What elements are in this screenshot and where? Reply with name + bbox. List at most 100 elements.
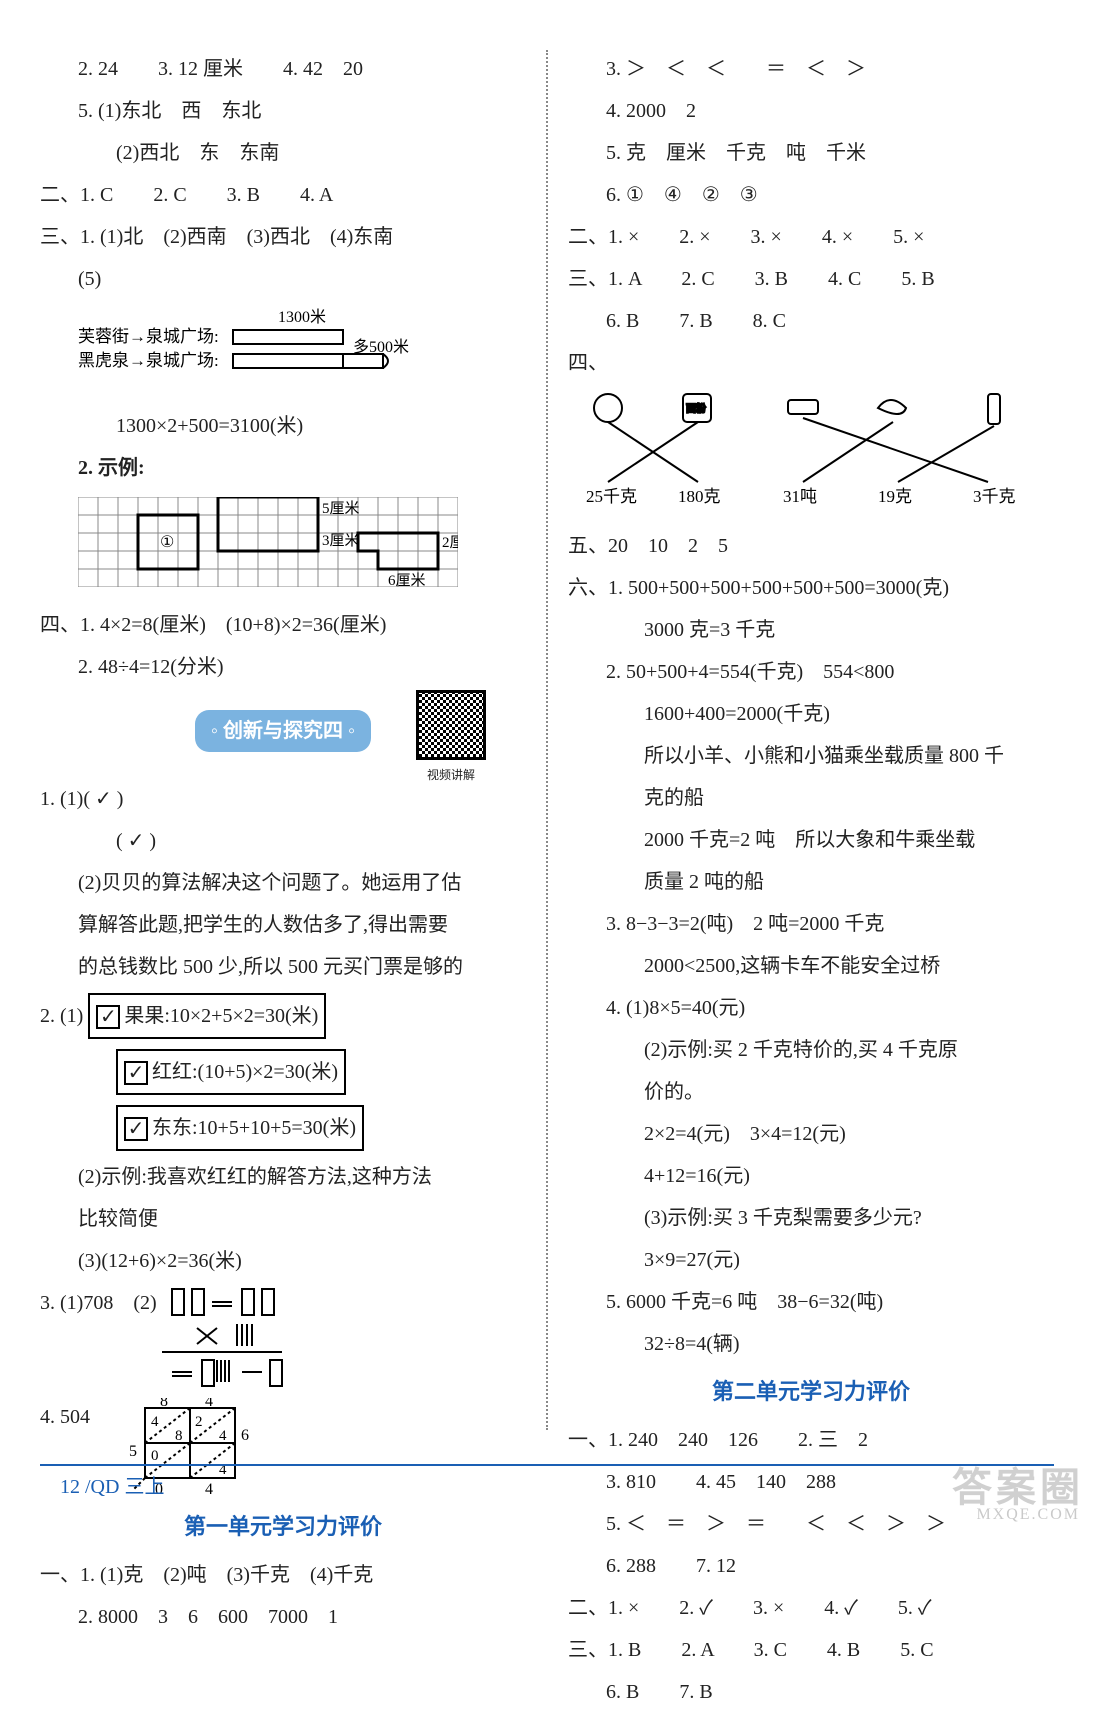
text: 6. B 7. B (568, 1673, 1054, 1711)
text: 四、1. 4×2=8(厘米) (10+8)×2=36(厘米) (40, 606, 526, 644)
svg-text:4: 4 (205, 1398, 213, 1410)
text: 克的船 (568, 779, 1054, 817)
text: 2. 8000 3 6 600 7000 1 (40, 1598, 526, 1636)
text: 3. (1)708 (2) (40, 1284, 526, 1394)
matching-diagram: 面粉 25千克 180克 31吨 19克 3千克 (578, 390, 1048, 510)
svg-text:8: 8 (175, 1428, 183, 1444)
text: 3. 8−3−3=2(吨) 2 吨=2000 千克 (568, 905, 1054, 943)
footer-rule (40, 1464, 1054, 1466)
text: 2. (1) ✓果果:10×2+5×2=30(米) (40, 990, 526, 1042)
text: 四、 (568, 344, 1054, 382)
text: 算解答此题,把学生的人数估多了,得出需要 (40, 906, 526, 944)
text: 所以小羊、小熊和小猫乘坐载质量 800 千 (568, 737, 1054, 775)
text: 的总钱数比 500 少,所以 500 元买门票是够的 (40, 948, 526, 986)
text: 2000 千克=2 吨 所以大象和牛乘坐载 (568, 821, 1054, 859)
text: (5) (40, 260, 526, 298)
section-heading: 第一单元学习力评价 (40, 1506, 526, 1548)
svg-text:25千克: 25千克 (586, 487, 637, 506)
checkmark-icon: ✓ (96, 1005, 120, 1029)
text: 三、1. B 2. A 3. C 4. B 5. C (568, 1631, 1054, 1669)
svg-text:面粉: 面粉 (686, 402, 706, 415)
label: (5) (78, 268, 101, 290)
text: 六、1. 500+500+500+500+500+500=3000(克) (568, 569, 1054, 607)
boxed-answer: 东东:10+5+10+5=30(米) (152, 1117, 356, 1139)
svg-text:5: 5 (129, 1443, 137, 1460)
text: 价的。 (568, 1073, 1054, 1111)
text: 5. (1)东北 西 东北 (40, 92, 526, 130)
text: 二、1. × 2. ✓ 3. × 4. ✓ 5. ✓ (568, 1589, 1054, 1627)
text: ( ✓ ) (40, 822, 526, 860)
label: 4. 504 (40, 1406, 90, 1428)
svg-text:6厘米: 6厘米 (388, 572, 426, 587)
text: 4. 2000 2 (568, 92, 1054, 130)
text: 4. (1)8×5=40(元) (568, 989, 1054, 1027)
svg-text:3厘米: 3厘米 (322, 532, 360, 549)
text: (2)西北 东 东南 (40, 134, 526, 172)
svg-text:4: 4 (151, 1414, 159, 1430)
text: 三、1. A 2. C 3. B 4. C 5. B (568, 260, 1054, 298)
text: 6. B 7. B 8. C (568, 302, 1054, 340)
text: ✓红红:(10+5)×2=30(米) (40, 1046, 526, 1098)
svg-text:芙蓉街→泉城广场:: 芙蓉街→泉城广场: (78, 327, 219, 346)
text: 2. 50+500+4=554(千克) 554<800 (568, 653, 1054, 691)
svg-text:6: 6 (241, 1427, 249, 1444)
text: (3)示例:买 3 千克梨需要多少元? (568, 1199, 1054, 1237)
text: 2×2=4(元) 3×4=12(元) (568, 1115, 1054, 1153)
text: 2. 24 3. 12 厘米 4. 42 20 (40, 50, 526, 88)
text: 1300×2+500=3100(米) (40, 407, 526, 445)
text: 2. 48÷4=12(分米) (40, 648, 526, 686)
text: 质量 2 吨的船 (568, 863, 1054, 901)
text: 6. 288 7. 12 (568, 1547, 1054, 1585)
grid-example: ① 5厘米 3厘米 2厘米 6厘米 (78, 497, 458, 587)
column-divider (546, 50, 548, 1430)
text: 6. ① ④ ② ③ (568, 176, 1054, 214)
text: (2)示例:我喜欢红红的解答方法,这种方法 (40, 1158, 526, 1196)
svg-text:黑虎泉→泉城广场:: 黑虎泉→泉城广场: (78, 351, 219, 370)
text: 二、1. × 2. × 3. × 4. × 5. × (568, 218, 1054, 256)
text: (2)贝贝的算法解决这个问题了。她运用了估 (40, 864, 526, 902)
pictograph-icon (162, 1284, 322, 1394)
text: (2)示例:买 2 千克特价的,买 4 千克原 (568, 1031, 1054, 1069)
label: 2. (1) (40, 1005, 83, 1027)
page-footer: 12 /QD 三上 (60, 1468, 164, 1506)
svg-text:8: 8 (160, 1398, 168, 1410)
text: 3. ＞ ＜ ＜ ＝ ＜ ＞ (568, 50, 1054, 88)
svg-text:19克: 19克 (878, 487, 912, 506)
text: 32÷8=4(辆) (568, 1325, 1054, 1363)
text: 一、1. (1)克 (2)吨 (3)千克 (4)千克 (40, 1556, 526, 1594)
svg-text:31吨: 31吨 (783, 487, 817, 506)
checkmark-icon: ✓ (124, 1117, 148, 1141)
svg-text:①: ① (160, 534, 174, 551)
text: 5. 克 厘米 千克 吨 千米 (568, 134, 1054, 172)
text: 1600+400=2000(千克) (568, 695, 1054, 733)
text: 2. 示例: (40, 449, 526, 487)
text: 五、20 10 2 5 (568, 527, 1054, 565)
text: 二、1. C 2. C 3. B 4. A (40, 176, 526, 214)
svg-text:2: 2 (195, 1414, 203, 1430)
qr-code-icon (416, 690, 486, 760)
watermark-url: MXQE.COM (976, 1500, 1080, 1530)
checkmark-icon: ✓ (124, 1061, 148, 1085)
qr-caption: 视频讲解 (416, 764, 486, 787)
text: 比较简便 (40, 1200, 526, 1238)
svg-text:5厘米: 5厘米 (322, 500, 360, 517)
boxed-answer: 红红:(10+5)×2=30(米) (152, 1061, 338, 1083)
svg-text:1300米: 1300米 (278, 308, 326, 326)
boxed-answer: 果果:10×2+5×2=30(米) (124, 1005, 318, 1027)
svg-text:4: 4 (219, 1428, 227, 1444)
svg-text:2厘米: 2厘米 (442, 534, 458, 551)
svg-text:0: 0 (151, 1448, 159, 1464)
line-diagram: 1300米 芙蓉街→泉城广场: 多500米 黑虎泉→泉城广场: (78, 308, 418, 388)
text: (3)(12+6)×2=36(米) (40, 1242, 526, 1280)
svg-text:180克: 180克 (678, 487, 721, 506)
text: 4+12=16(元) (568, 1157, 1054, 1195)
text: 三、1. (1)北 (2)西南 (3)西北 (4)东南 (40, 218, 526, 256)
text: ✓东东:10+5+10+5=30(米) (40, 1102, 526, 1154)
text: 2000<2500,这辆卡车不能安全过桥 (568, 947, 1054, 985)
text: 5. 6000 千克=6 吨 38−6=32(吨) (568, 1283, 1054, 1321)
text: 3000 克=3 千克 (568, 611, 1054, 649)
svg-text:4: 4 (205, 1481, 213, 1498)
section-heading: 第二单元学习力评价 (568, 1371, 1054, 1413)
section-pill: ◦ 创新与探究四 ◦ (195, 710, 371, 752)
text: 3×9=27(元) (568, 1241, 1054, 1279)
